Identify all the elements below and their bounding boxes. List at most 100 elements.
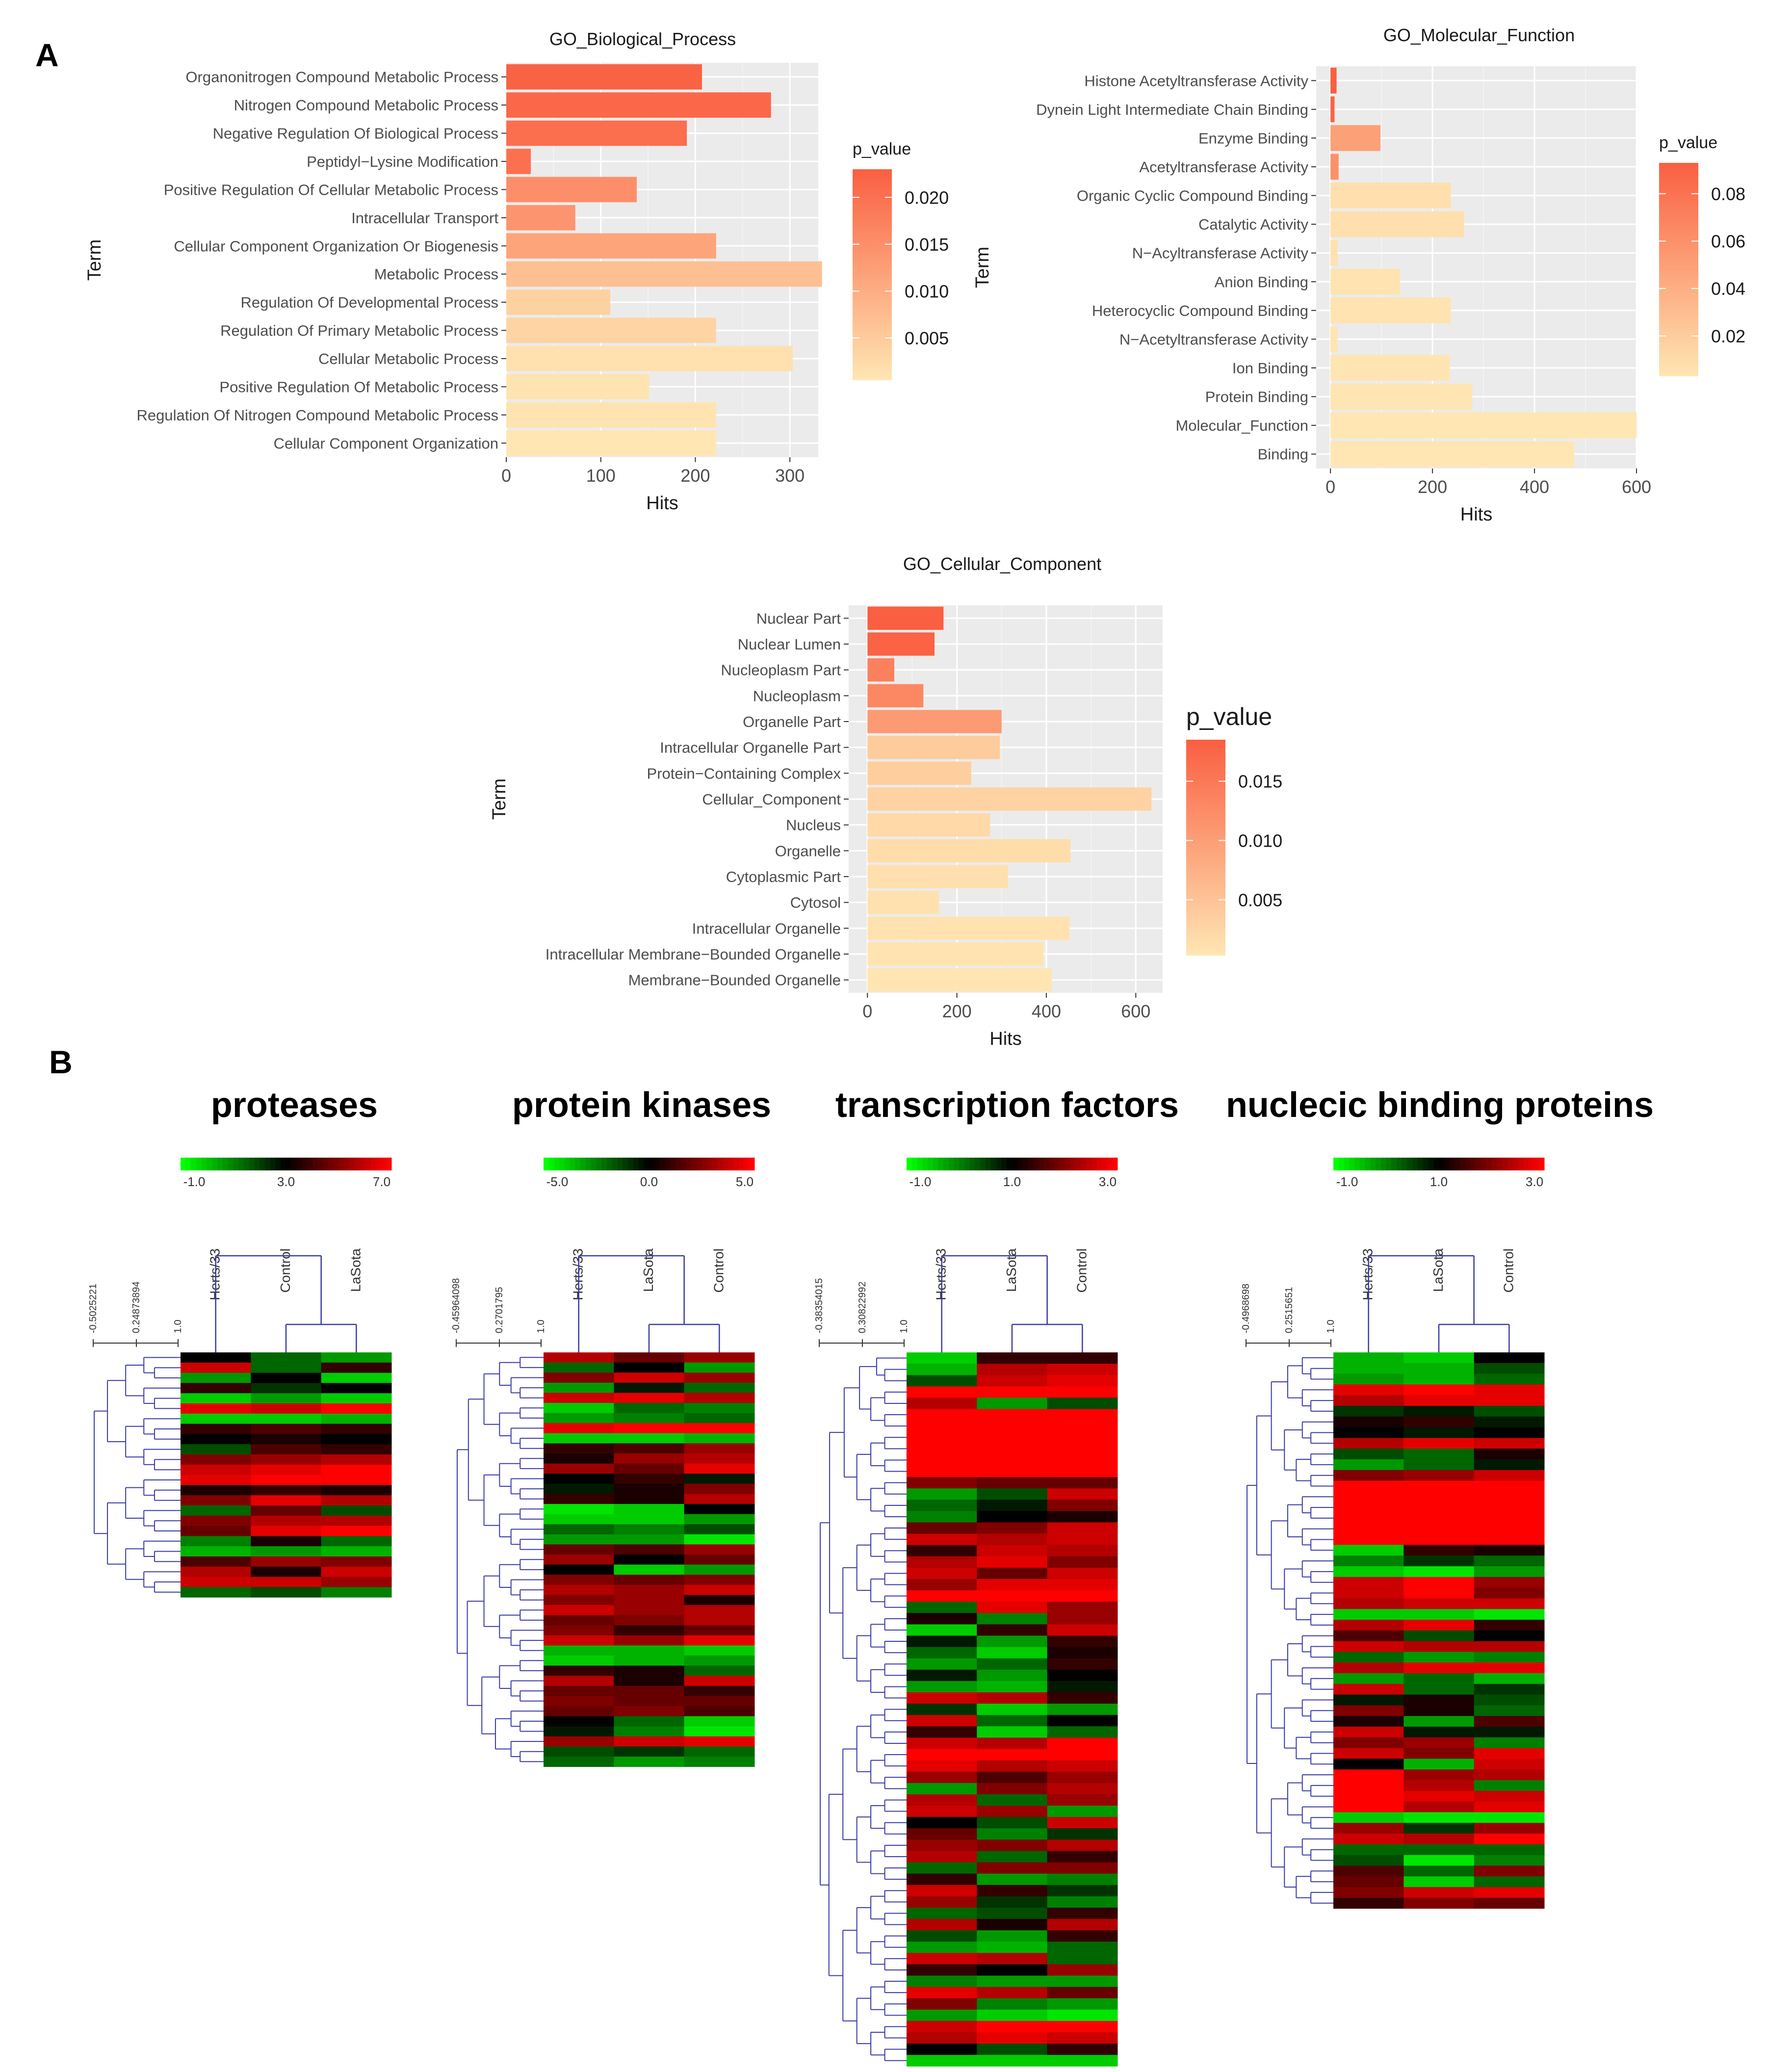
color-scale-segment: [907, 1158, 912, 1170]
legend-tick-label: 0.005: [1238, 890, 1282, 910]
heatmap-cell: [684, 1615, 755, 1626]
color-scale-segment: [1407, 1158, 1413, 1170]
column-dendrogram: [941, 1255, 1083, 1352]
heatmap-cell: [1047, 1398, 1118, 1409]
heatmap-cell: [1047, 1942, 1118, 1953]
color-scale-segment: [1038, 1158, 1044, 1170]
heatmap-cell: [1047, 1817, 1118, 1829]
color-scale-segment: [1486, 1158, 1492, 1170]
heatmap-cell: [1047, 1726, 1118, 1738]
heatmap-cell: [614, 1736, 685, 1747]
color-scale-segment: [707, 1158, 713, 1170]
color-scale-label: -5.0: [546, 1174, 569, 1189]
heatmap-cell: [1403, 1780, 1475, 1791]
heatmap-cell: [684, 1443, 755, 1454]
heatmap-cell: [684, 1504, 755, 1515]
heatmap-cell: [1333, 1395, 1404, 1406]
heatmap-cell: [907, 1715, 977, 1727]
heatmap-grid: [1333, 1352, 1545, 1909]
color-scale-segment: [375, 1158, 381, 1170]
bar: [867, 658, 894, 682]
color-scale-label: 1.0: [1003, 1174, 1021, 1189]
heatmap-cell: [614, 1656, 685, 1666]
heatmap-cell: [684, 1413, 755, 1424]
heatmap-cell: [251, 1383, 322, 1394]
color-scale-segment: [686, 1158, 692, 1170]
term-label: Protein Binding: [1205, 388, 1308, 406]
heatmap-cell: [1333, 1491, 1404, 1502]
heatmap-cell: [684, 1433, 755, 1444]
term-label: Enzyme Binding: [1198, 130, 1308, 147]
heatmap-cell: [977, 1431, 1048, 1444]
term-label: Cytosol: [790, 894, 841, 911]
color-scale-label: 3.0: [277, 1174, 295, 1189]
heatmap-cell: [544, 1676, 614, 1686]
heatmap-cell: [977, 1579, 1048, 1591]
row-dendrogram: [820, 1357, 907, 2061]
heatmap-cell: [977, 1522, 1048, 1534]
color-scale-segment: [954, 1158, 960, 1170]
heatmap-cell: [907, 1919, 977, 1931]
bar: [867, 761, 971, 785]
bar: [1330, 297, 1451, 324]
heatmap-cell: [1403, 1673, 1475, 1684]
bar: [1330, 240, 1338, 266]
heatmap-cell: [1047, 1420, 1118, 1432]
heatmap-cell: [977, 1760, 1048, 1772]
color-scale-segment: [1070, 1158, 1076, 1170]
term-label: Negative Regulation Of Biological Proces…: [213, 125, 498, 142]
heatmap-cell: [1047, 1885, 1118, 1897]
heatmap-cell: [544, 1514, 614, 1525]
y-axis-title: Term: [972, 247, 993, 288]
distance-label: 0.30822992: [857, 1281, 868, 1333]
heatmap-cell: [977, 1704, 1048, 1715]
color-scale-label: 7.0: [373, 1174, 390, 1189]
heatmap-cell: [1474, 1630, 1545, 1642]
color-scale-segment: [1017, 1158, 1023, 1170]
term-label: Organelle Part: [743, 713, 841, 730]
heatmap-cell: [907, 1851, 977, 1863]
legend-tick-label: 0.06: [1711, 232, 1745, 252]
color-scale-segment: [943, 1158, 949, 1170]
heatmap-cell: [321, 1393, 392, 1404]
term-label: Cellular Component Organization: [274, 435, 498, 452]
heatmap-cell: [1333, 1373, 1404, 1385]
bar: [1330, 326, 1338, 352]
heatmap-cell: [1047, 1511, 1118, 1523]
color-scale-segment: [980, 1158, 986, 1170]
heatmap-cell: [544, 1463, 614, 1474]
heatmap-cell: [1474, 1737, 1545, 1749]
heatmap-cell: [907, 1839, 977, 1851]
heatmap-cell: [1474, 1502, 1545, 1513]
heatmap-cell: [1333, 1609, 1404, 1620]
heatmap-cell: [977, 1783, 1048, 1795]
color-scale-segment: [323, 1158, 329, 1170]
heatmap-cell: [1474, 1876, 1545, 1888]
heatmap-cell: [1047, 2044, 1118, 2055]
heatmap-cell: [907, 1364, 977, 1375]
heatmap-cell: [907, 1477, 977, 1489]
color-scale-segment: [1470, 1158, 1476, 1170]
heatmap-cell: [614, 1362, 685, 1373]
heatmap-cell: [907, 1749, 977, 1761]
color-scale-segment: [223, 1158, 229, 1170]
heatmap-cell: [1047, 1669, 1118, 1682]
heatmap-cell: [1474, 1523, 1545, 1535]
heatmap-cell: [1333, 1823, 1404, 1834]
x-tick-label: 600: [1121, 1001, 1150, 1021]
color-scale-segment: [270, 1158, 276, 1170]
heatmap-cell: [1333, 1480, 1404, 1492]
heatmap-cell: [1333, 1780, 1404, 1791]
heatmap-cell: [977, 1964, 1048, 1976]
heatmap-cell: [321, 1413, 392, 1424]
heatmap-cell: [1403, 1887, 1475, 1898]
heatmap-cell: [181, 1526, 251, 1536]
heatmap-cell: [907, 2044, 977, 2055]
color-scale-segment: [1001, 1158, 1007, 1170]
heatmap-cell: [1403, 1748, 1475, 1759]
heatmap-cell: [1474, 1459, 1545, 1471]
heatmap-cell: [1047, 1919, 1118, 1931]
heatmap-cell: [684, 1453, 755, 1464]
color-scale-segment: [570, 1158, 575, 1170]
color-scale-segment: [196, 1158, 202, 1170]
